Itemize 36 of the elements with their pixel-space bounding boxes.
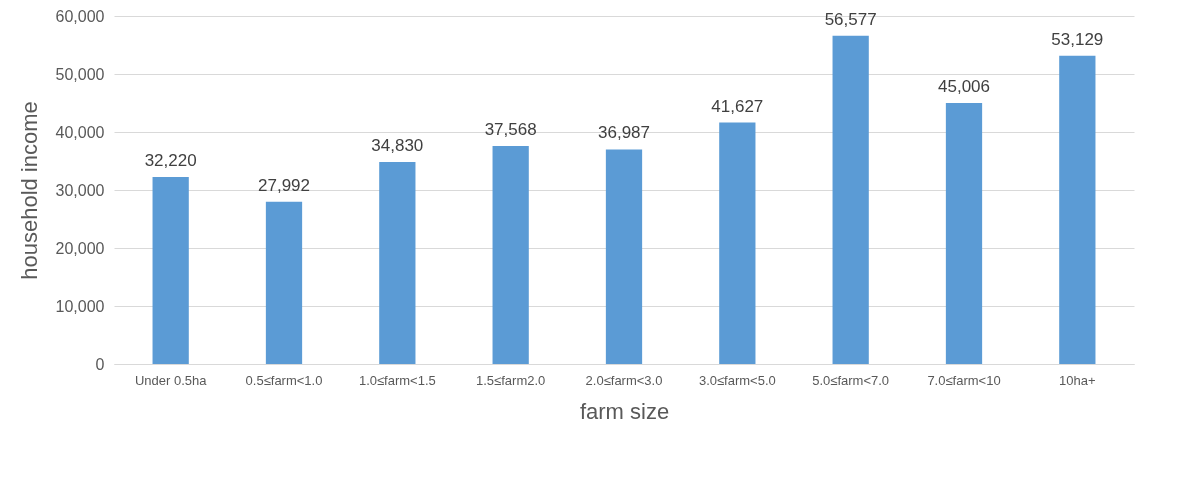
x-tick-label: 5.0≤farm<7.0 <box>812 372 890 388</box>
bar <box>605 149 643 364</box>
bar <box>945 102 983 364</box>
y-tick-label: 40,000 <box>55 123 105 141</box>
x-tick-label: 1.5≤farm2.0 <box>476 372 546 388</box>
data-label: 53,129 <box>1051 29 1104 49</box>
y-axis-title: household income <box>16 101 42 280</box>
y-tick-label: 50,000 <box>55 65 105 83</box>
data-label: 45,006 <box>938 76 990 96</box>
bar <box>1059 55 1096 364</box>
data-label: 32,220 <box>144 151 197 171</box>
bar <box>152 177 189 364</box>
bar <box>832 35 869 364</box>
x-tick-label: 3.0≤farm<5.0 <box>698 372 776 388</box>
x-tick-label: 0.5≤farm<1.0 <box>245 372 323 388</box>
x-tick-label: 10ha+ <box>1059 372 1096 388</box>
data-label: 37,568 <box>484 120 537 140</box>
bar <box>265 201 303 364</box>
x-tick-label: 7.0≤farm<10 <box>927 372 1001 388</box>
x-tick-label: Under 0.5ha <box>134 372 208 388</box>
data-label: 41,627 <box>711 96 764 116</box>
data-label: 27,992 <box>258 175 310 195</box>
y-tick-label: 0 <box>95 355 105 373</box>
x-tick-label: 2.0≤farm<3.0 <box>585 372 663 388</box>
y-tick-label: 20,000 <box>55 239 105 257</box>
bar <box>719 122 756 364</box>
data-label: 36,987 <box>598 123 650 143</box>
x-tick-label: 1.0≤farm<1.5 <box>358 372 436 388</box>
bar <box>492 146 529 364</box>
data-label: 56,577 <box>824 9 877 29</box>
y-tick-label: 60,000 <box>55 7 105 25</box>
y-tick-label: 10,000 <box>55 297 105 315</box>
data-label: 34,830 <box>371 135 424 155</box>
bar <box>379 161 416 364</box>
x-axis-title: farm size <box>579 398 670 424</box>
y-tick-label: 30,000 <box>55 181 105 199</box>
